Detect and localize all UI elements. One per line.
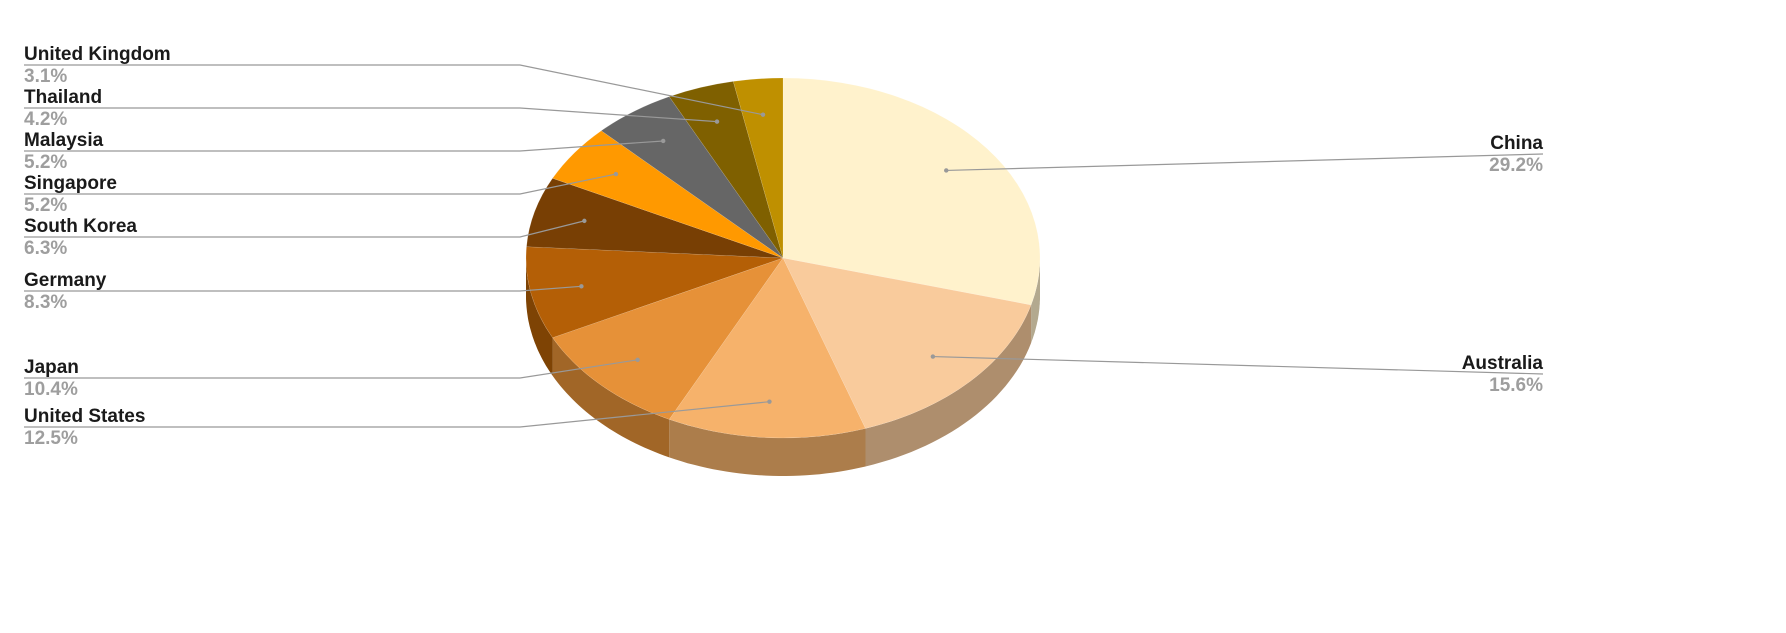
leader-dot bbox=[579, 284, 584, 289]
slice-malaysia[interactable] bbox=[600, 96, 784, 259]
slice-label: Japan bbox=[24, 357, 79, 378]
leader-line bbox=[932, 355, 1544, 375]
slice-singapore[interactable] bbox=[552, 130, 784, 259]
leader-line bbox=[946, 153, 1544, 172]
slice-japan[interactable] bbox=[552, 257, 784, 420]
leader-dot bbox=[635, 357, 640, 363]
leader-line bbox=[24, 359, 638, 379]
slice-percent: 5.2% bbox=[24, 195, 67, 216]
slice-germany[interactable] bbox=[525, 246, 784, 338]
slice-thailand[interactable] bbox=[668, 81, 784, 259]
pie-slices bbox=[525, 77, 1041, 439]
slice-label: Germany bbox=[24, 270, 107, 291]
slice-label: Australia bbox=[1462, 353, 1544, 374]
leader-dot bbox=[930, 354, 936, 359]
slice-percent: 3.1% bbox=[24, 66, 67, 87]
slice-label: South Korea bbox=[24, 216, 137, 237]
leader-line bbox=[24, 173, 617, 195]
leader-dot bbox=[613, 171, 619, 177]
pie-sides bbox=[526, 258, 1040, 476]
slice-united-kingdom[interactable] bbox=[732, 77, 784, 259]
slice-china[interactable] bbox=[782, 77, 1041, 306]
slice-percent: 4.2% bbox=[24, 109, 67, 130]
slice-percent: 6.3% bbox=[24, 238, 67, 259]
slice-side-germany bbox=[526, 258, 553, 376]
leader-line bbox=[24, 64, 764, 116]
slice-side-australia bbox=[865, 305, 1032, 467]
slice-percent: 5.2% bbox=[24, 152, 67, 173]
leader-dot bbox=[944, 168, 949, 173]
leader-dot bbox=[660, 138, 666, 144]
slice-side-united-states bbox=[669, 419, 866, 476]
slice-united-states[interactable] bbox=[668, 257, 866, 439]
leader-line bbox=[24, 401, 770, 428]
slice-label: Singapore bbox=[24, 173, 117, 194]
slice-label: Thailand bbox=[24, 87, 102, 108]
slice-percent: 12.5% bbox=[24, 428, 78, 449]
leader-dot bbox=[767, 399, 772, 404]
leader-line bbox=[24, 285, 582, 292]
leader-line bbox=[24, 107, 718, 123]
leader-dot bbox=[714, 119, 720, 124]
leader-dot bbox=[760, 112, 766, 117]
slice-side-china bbox=[1031, 258, 1040, 343]
slice-percent: 10.4% bbox=[24, 379, 78, 400]
slice-label: United States bbox=[24, 406, 145, 427]
slice-label: Malaysia bbox=[24, 130, 104, 151]
slice-australia[interactable] bbox=[782, 257, 1032, 429]
slice-side-japan bbox=[552, 337, 670, 458]
leader-dot bbox=[582, 218, 587, 224]
slice-percent: 29.2% bbox=[1489, 155, 1543, 176]
leader-line bbox=[24, 140, 664, 152]
slice-south-korea[interactable] bbox=[526, 178, 784, 259]
slice-percent: 15.6% bbox=[1489, 375, 1543, 396]
slice-percent: 8.3% bbox=[24, 292, 67, 313]
slice-label: China bbox=[1490, 133, 1543, 154]
leader-line bbox=[24, 220, 585, 238]
slice-label: United Kingdom bbox=[24, 44, 171, 65]
